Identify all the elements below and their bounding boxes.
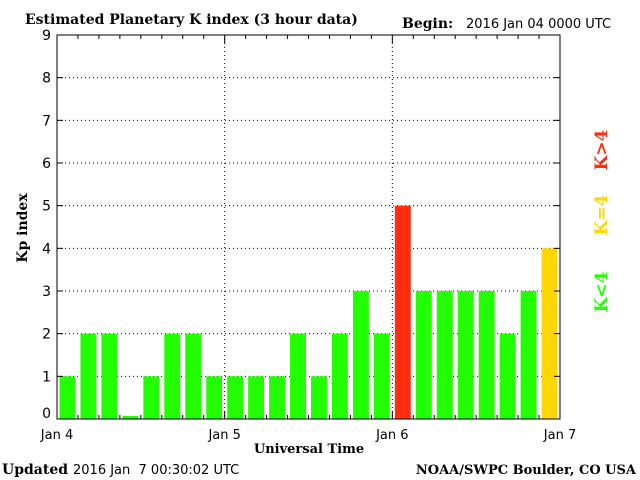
kp-bar [143,376,160,419]
kp-bar [122,416,139,419]
kp-bar [373,333,390,419]
kp-bar [227,376,244,419]
tick-marks [56,34,561,420]
legend-k-greater-4: K>4 [592,129,612,170]
kp-bar [478,291,495,419]
bars-group [59,205,558,419]
kp-bar [541,248,558,419]
x-tick-label: Jan 6 [375,428,408,443]
y-tick-label: 4 [42,241,51,257]
kp-bar [164,333,181,419]
kp-bar [394,205,411,419]
updated-value: 2016 Jan 7 00:30:02 UTC [73,463,239,478]
y-tick-label: 3 [42,284,51,300]
kp-bar [59,376,76,419]
y-tick-label: 1 [42,369,51,385]
kp-bar [436,291,453,419]
y-axis-label: Kp index [15,193,31,263]
legend-k-less-4: K<4 [592,271,612,312]
kp-bar [290,333,306,419]
x-tick-label: Jan 4 [40,428,73,443]
begin-label: Begin: [402,16,453,32]
kp-bar [499,333,516,419]
kp-bar [457,291,474,419]
y-tick-label: 6 [42,156,51,172]
kp-bar [269,376,286,419]
x-tick-label: Jan 5 [207,428,240,443]
kp-bar [331,333,348,419]
credit-text: NOAA/SWPC Boulder, CO USA [416,463,637,478]
kp-bar [206,376,223,419]
y-tick-label: 7 [42,113,51,129]
x-tick-label: Jan 7 [543,428,576,443]
kp-bar [248,376,265,419]
kp-bar [185,333,202,419]
kp-bar [352,291,369,419]
y-tick-label: 2 [42,327,51,343]
x-axis-label: Universal Time [254,442,364,457]
y-tick-label: 0 [42,406,51,422]
y-tick-label: 5 [42,199,51,215]
legend-k-equal-4: K=4 [592,194,612,235]
y-tick-label: 9 [42,28,51,44]
grid-lines [57,35,560,419]
y-tick-label: 8 [42,71,51,87]
x-tick-labels: Jan 4 Jan 5 Jan 6 Jan 7 [40,428,576,443]
kp-bar [520,291,537,419]
begin-value: 2016 Jan 04 0000 UTC [466,17,611,32]
kp-bar [311,376,327,419]
updated-label: Updated [2,462,68,478]
kp-bar [415,291,432,419]
chart-title: Estimated Planetary K index (3 hour data… [25,12,358,28]
y-tick-labels: 0 1 2 3 4 5 6 7 8 9 [42,28,51,422]
kp-bar [80,333,97,419]
kp-bar [101,333,118,419]
